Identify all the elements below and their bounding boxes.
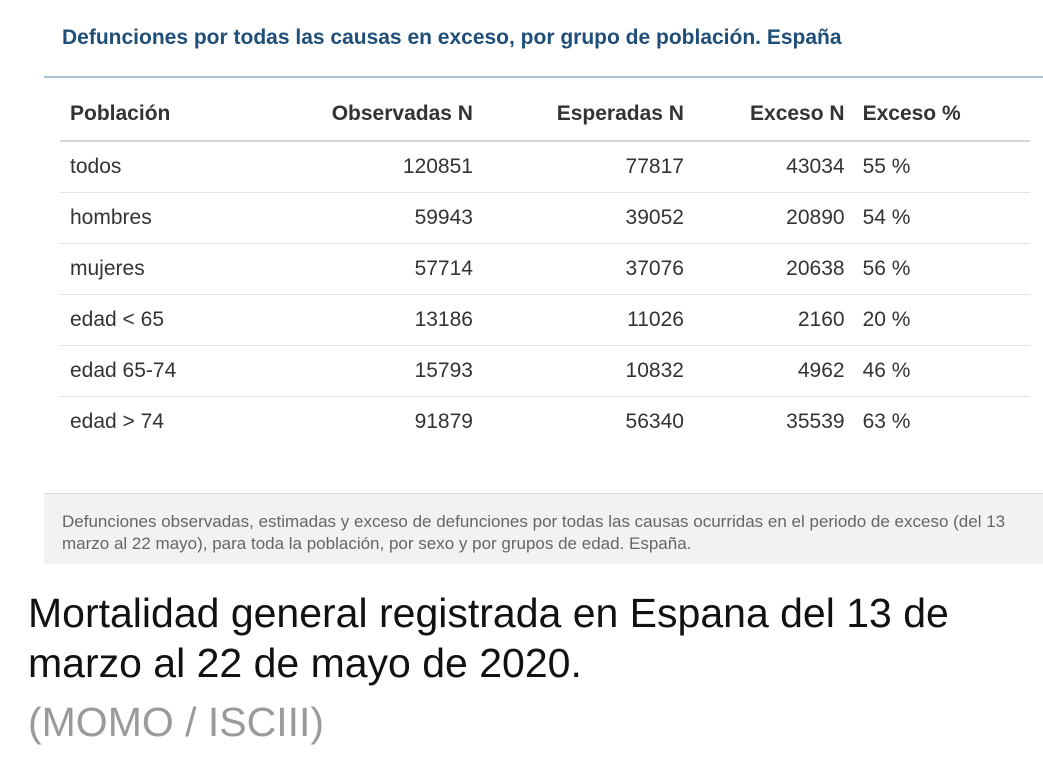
column-header-poblacion: Población: [60, 88, 267, 142]
table-header-row: Población Observadas N Esperadas N Exces…: [60, 88, 1030, 142]
cell-observadas: 91879: [414, 410, 473, 433]
table-title: Defunciones por todas las causas en exce…: [62, 26, 842, 49]
cell-exceso-n: 43034: [683, 141, 845, 193]
cell-exceso-pct: 54 %: [844, 192, 1030, 244]
cell-poblacion: mujeres: [60, 243, 267, 295]
table-caption: Defunciones observadas, estimadas y exce…: [62, 512, 1006, 553]
column-header-esperadas: Esperadas N: [472, 88, 684, 142]
table-row: edad 65-74 15793 10832 4962 46 %: [60, 345, 1030, 397]
cell-exceso-n: 2160: [683, 294, 845, 346]
cell-poblacion: edad < 65: [60, 294, 267, 346]
post-title: Mortalidad general registrada en Espana …: [28, 590, 949, 686]
cell-exceso-pct: 20 %: [844, 294, 1030, 346]
cell-observadas: 57714: [266, 243, 473, 295]
column-header-exceso-n: Exceso N: [683, 88, 845, 142]
cell-observadas: 59943: [266, 192, 473, 244]
cell-exceso-n: 20890: [683, 192, 845, 244]
cell-poblacion: edad 65-74: [60, 345, 267, 397]
column-header-observadas: Observadas N: [266, 88, 473, 142]
cell-esperadas: 10832: [472, 345, 684, 397]
title-divider: [44, 76, 1043, 78]
cell-exceso-n: 35539: [786, 410, 845, 433]
cell-poblacion: todos: [60, 141, 267, 193]
cell-observadas: 120851: [266, 141, 473, 193]
table-row: mujeres 57714 37076 20638 56 %: [60, 243, 1030, 295]
cell-exceso-pct: 56 %: [844, 243, 1030, 295]
cell-observadas: 15793: [266, 345, 473, 397]
cell-exceso-pct: 55 %: [844, 141, 1030, 193]
table-row: hombres 59943 39052 20890 54 %: [60, 192, 1030, 244]
post-source: (MOMO / ISCIII): [28, 699, 325, 745]
excess-deaths-table: Población Observadas N Esperadas N Exces…: [60, 88, 1030, 447]
cell-poblacion: hombres: [60, 192, 267, 244]
cell-observadas: 13186: [266, 294, 473, 346]
table-row: edad > 74 91879 56340 35539 63 %: [60, 397, 1030, 448]
cell-poblacion: edad > 74: [70, 410, 165, 433]
cell-esperadas: 11026: [472, 294, 684, 346]
table-row: todos 120851 77817 43034 55 %: [60, 141, 1030, 193]
cell-exceso-pct: 46 %: [844, 345, 1030, 397]
table-row: edad < 65 13186 11026 2160 20 %: [60, 294, 1030, 346]
column-header-exceso-pct: Exceso %: [844, 88, 1030, 142]
cell-esperadas: 56340: [625, 410, 684, 433]
cell-exceso-n: 4962: [683, 345, 845, 397]
cell-esperadas: 37076: [472, 243, 684, 295]
cell-exceso-n: 20638: [683, 243, 845, 295]
cell-exceso-pct: 63 %: [862, 410, 911, 433]
cell-esperadas: 39052: [472, 192, 684, 244]
table-caption-box: Defunciones observadas, estimadas y exce…: [44, 493, 1043, 564]
cell-esperadas: 77817: [472, 141, 684, 193]
